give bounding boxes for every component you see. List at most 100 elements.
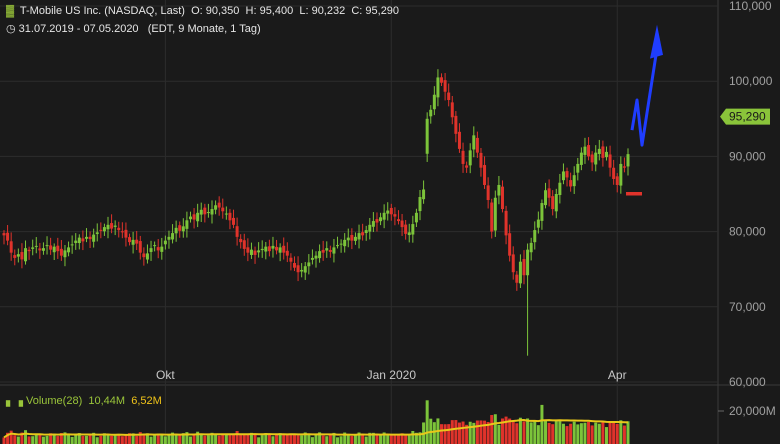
candle-body [120, 231, 124, 233]
volume-bar [2, 437, 6, 444]
volume-bar [117, 434, 121, 444]
candle-body [612, 167, 616, 179]
volume-bar [239, 434, 243, 444]
candle-body [45, 245, 49, 247]
candle-body [278, 247, 282, 253]
high-value: H: 95,400 [245, 5, 294, 17]
candlesticks [2, 69, 630, 356]
volume-bar [332, 432, 336, 444]
candle-body [407, 232, 411, 236]
volume-bar [102, 433, 106, 444]
volume-bar [217, 435, 221, 444]
candle-body [84, 236, 88, 239]
candle-body [371, 221, 375, 227]
close-value: C: 95,290 [351, 5, 400, 17]
candle-body [174, 227, 178, 234]
chart-icon: ▓ [6, 5, 15, 17]
volume-bar [364, 436, 368, 444]
volume-bar [278, 433, 282, 444]
candle-body [232, 217, 236, 225]
candle-body [622, 166, 626, 168]
volume-bar [196, 431, 200, 444]
volume-bar [554, 420, 558, 444]
x-axis: Okt Jan 2020 Apr [156, 368, 627, 382]
candle-body [181, 226, 185, 232]
candle-body [314, 255, 318, 259]
volume-bar [590, 425, 594, 444]
candle-body [70, 244, 74, 246]
candle-body [95, 232, 99, 235]
volume-bar [533, 421, 537, 444]
volume-bar [479, 420, 483, 444]
candle-body [540, 203, 544, 221]
volume-bar [443, 424, 447, 444]
volume-bar [142, 433, 146, 444]
candle-body [224, 213, 228, 215]
volume-bar [285, 434, 289, 444]
candle-body [353, 236, 357, 241]
candle-body [9, 241, 13, 253]
candle-body [547, 188, 551, 198]
volume-bar [128, 433, 132, 444]
candle-body [124, 229, 128, 238]
candle-body [24, 248, 28, 262]
candle-body [210, 209, 214, 215]
candle-body [13, 255, 17, 258]
volume-bar [454, 420, 458, 444]
volume-bar [404, 434, 408, 444]
volume-bar [490, 415, 494, 444]
range-header: ◷ 31.07.2019 - 07.05.2020 (EDT, 9 Monate… [6, 22, 261, 35]
volume-bar [493, 414, 497, 444]
candle-body [74, 240, 78, 243]
candle-body [515, 274, 519, 283]
volume-bar [282, 434, 286, 444]
y-tick-label: 60,000 [729, 375, 766, 389]
volume-bar [350, 436, 354, 444]
x-tick-label: Okt [156, 368, 175, 382]
candle-body [493, 197, 497, 231]
last-price-label: 95,290 [729, 110, 766, 124]
candle-body [145, 253, 149, 260]
volume-bar [174, 434, 178, 444]
candle-body [565, 171, 569, 178]
volume-bar [34, 434, 38, 444]
volume-bar [483, 420, 487, 444]
y-tick-label: 80,000 [729, 225, 766, 239]
volume-bar [267, 434, 271, 444]
candle-body [332, 247, 336, 254]
candle-body [619, 163, 623, 186]
candle-body [604, 151, 608, 158]
candle-body [318, 251, 322, 259]
candle-body [490, 202, 494, 232]
volume-bar [192, 434, 196, 444]
volume-bar [597, 423, 601, 444]
volume-bar [565, 426, 569, 444]
candle-body [289, 257, 293, 262]
candle-body [56, 245, 60, 252]
volume-bar [292, 433, 296, 444]
candle-body [149, 248, 153, 252]
candle-body [217, 202, 221, 208]
forecast-arrow-line [630, 54, 658, 147]
volume-bar [156, 433, 160, 444]
volume-bar [587, 421, 591, 444]
volume-bar [27, 436, 31, 444]
volume-bar [486, 421, 490, 444]
volume-bar [389, 435, 393, 444]
candle-body [92, 234, 96, 242]
candle-body [156, 247, 160, 251]
volume-bar [210, 432, 214, 444]
candle-body [418, 197, 422, 212]
volume-label: Volume(28) [25, 395, 83, 407]
volume-bar [275, 433, 279, 444]
x-tick-label: Jan 2020 [367, 368, 417, 382]
volume-bar [529, 422, 533, 444]
candle-body [271, 245, 275, 249]
volume-bar [113, 434, 117, 444]
candle-body [325, 248, 329, 251]
volume-bar [343, 432, 347, 444]
candle-body [260, 248, 264, 251]
volume-bar [221, 433, 225, 444]
volume-bar [41, 436, 45, 444]
volume-bar [120, 436, 124, 444]
